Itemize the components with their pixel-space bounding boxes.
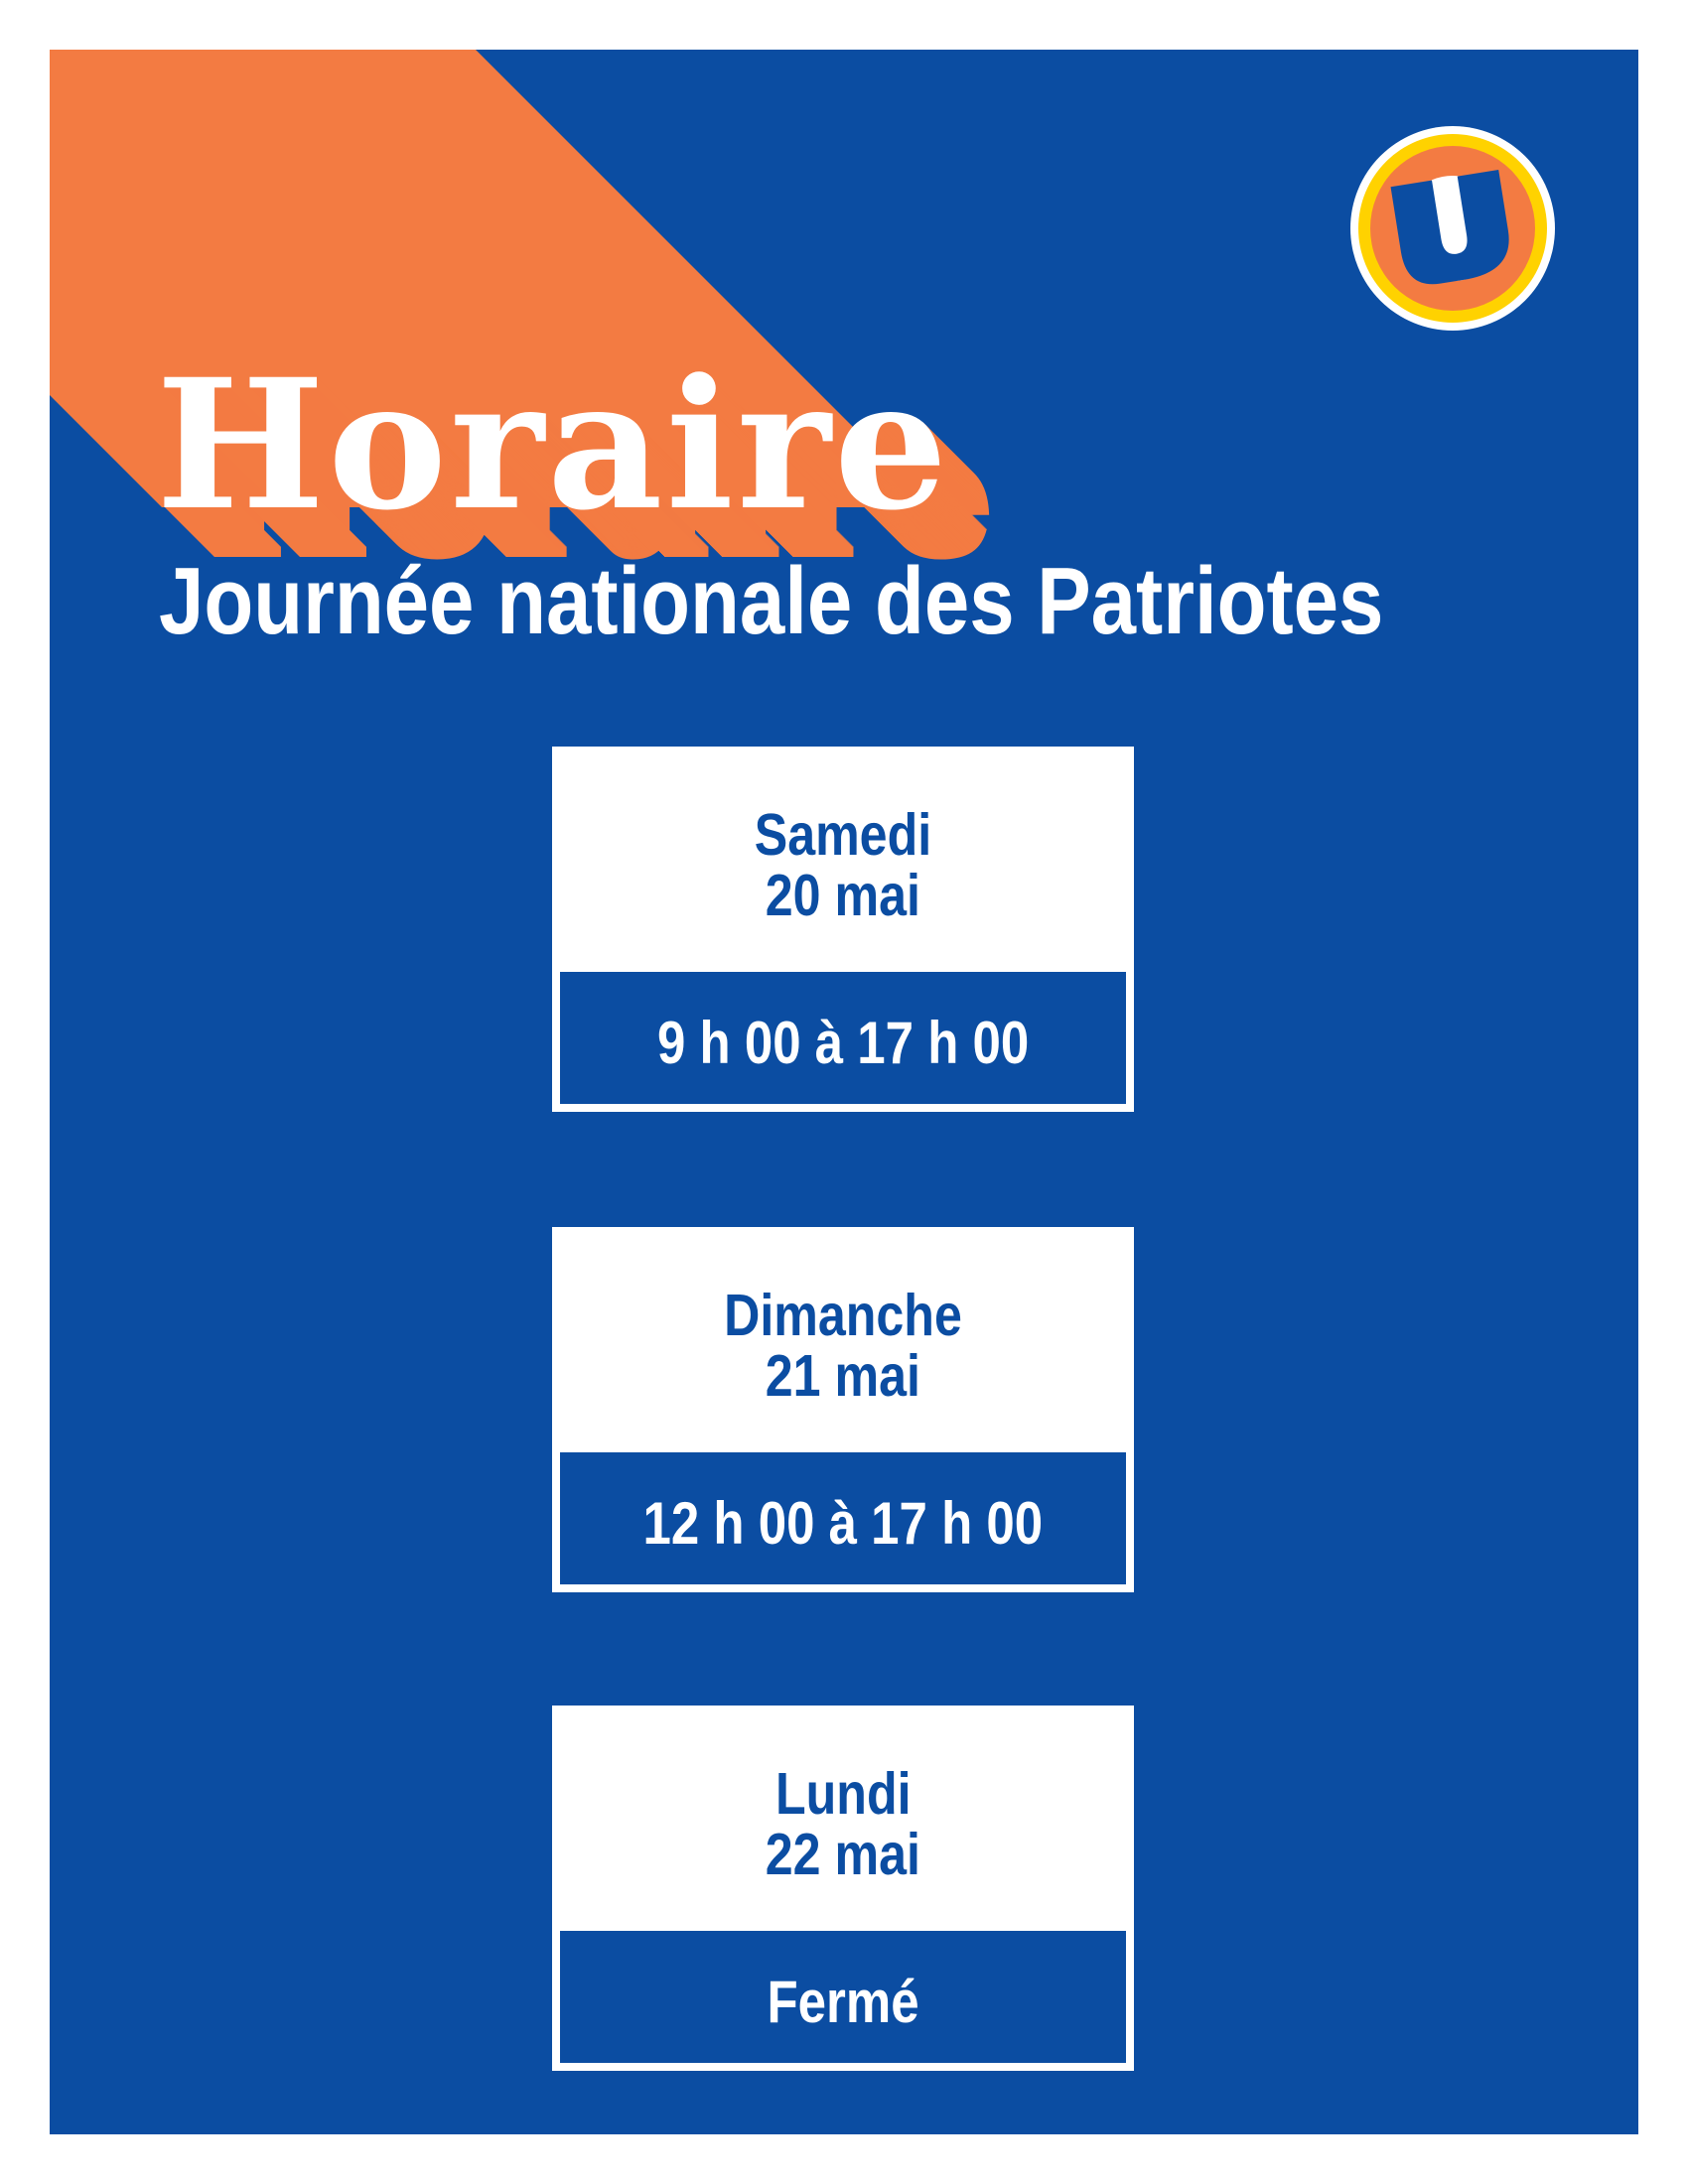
u-letter-icon (1390, 170, 1509, 285)
card-day-area: Dimanche 21 mai (552, 1227, 1134, 1452)
hours-label: 9 h 00 à 17 h 00 (656, 1009, 1030, 1076)
u-logo-icon (1350, 126, 1555, 331)
schedule-card-dimanche: Dimanche 21 mai 12 h 00 à 17 h 00 (552, 1227, 1134, 1592)
schedule-card-samedi: Samedi 20 mai 9 h 00 à 17 h 00 (552, 747, 1134, 1112)
hours-band: 9 h 00 à 17 h 00 (560, 972, 1126, 1104)
hours-label: Fermé (767, 1968, 919, 2035)
day-label: Lundi (774, 1760, 912, 1827)
schedule-card-lundi: Lundi 22 mai Fermé (552, 1706, 1134, 2071)
card-day-area: Lundi 22 mai (552, 1706, 1134, 1931)
hours-label: 12 h 00 à 17 h 00 (642, 1489, 1044, 1557)
date-label: 20 mai (765, 862, 921, 928)
hours-band: Fermé (560, 1931, 1126, 2063)
card-day-area: Samedi 20 mai (552, 747, 1134, 972)
date-label: 21 mai (765, 1342, 921, 1409)
brand-logo (1350, 126, 1555, 331)
date-label: 22 mai (765, 1821, 921, 1887)
hours-band: 12 h 00 à 17 h 00 (560, 1452, 1126, 1584)
day-label: Dimanche (724, 1282, 962, 1348)
page-title: Horaire (156, 341, 951, 550)
day-label: Samedi (754, 801, 932, 868)
page-subtitle: Journée nationale des Patriotes (159, 548, 1384, 654)
